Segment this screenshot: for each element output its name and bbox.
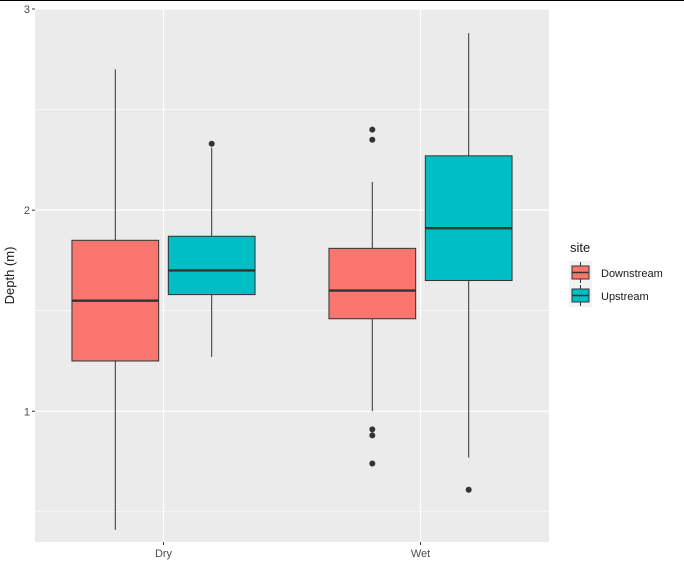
- y-tick-label: 2: [24, 205, 30, 217]
- boxes: [71, 33, 513, 530]
- y-tick-label: 3: [24, 4, 30, 16]
- outlier-point: [369, 126, 376, 133]
- x-tick-label: Wet: [411, 548, 430, 560]
- box-downstream-dry: [71, 69, 160, 530]
- box-body: [424, 155, 513, 282]
- y-axis-title: Depth (m): [2, 247, 17, 305]
- y-tick-label: 1: [24, 406, 30, 418]
- legend-title: site: [570, 240, 590, 255]
- legend-item-upstream: Upstream: [569, 284, 649, 307]
- legend-label: Upstream: [601, 291, 649, 303]
- top-border-line: [0, 0, 684, 1]
- box-downstream-wet: [328, 126, 417, 467]
- axes: 1 2 3 Dry Wet: [24, 4, 430, 560]
- legend: site Downstream Upstream: [569, 240, 663, 307]
- outlier-point: [465, 486, 472, 493]
- outlier-point: [369, 426, 376, 433]
- outlier-point: [208, 140, 215, 147]
- box-body: [328, 247, 417, 320]
- grid-major: [35, 8, 549, 542]
- legend-items: Downstream Upstream: [569, 261, 663, 307]
- outlier-point: [369, 432, 376, 439]
- outlier-point: [369, 136, 376, 143]
- x-tick-label: Dry: [155, 548, 173, 560]
- box-body: [167, 235, 256, 296]
- legend-label: Downstream: [601, 268, 663, 280]
- box-upstream-wet: [424, 33, 513, 493]
- box-upstream-dry: [167, 140, 256, 357]
- outlier-point: [369, 460, 376, 467]
- legend-item-downstream: Downstream: [569, 261, 663, 284]
